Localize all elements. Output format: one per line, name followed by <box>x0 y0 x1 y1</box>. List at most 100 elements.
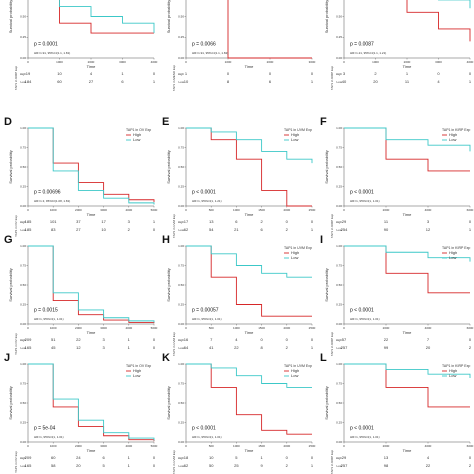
x-tick-label: 2000 <box>75 208 82 212</box>
risk-count: 4 <box>427 455 430 460</box>
x-axis-label: Time <box>245 448 255 453</box>
x-tick-label: 0 <box>343 208 345 212</box>
y-tick-label: 0.00 <box>20 56 26 60</box>
x-tick-label: 0 <box>185 208 187 212</box>
y-axis-label: Survival probability <box>324 268 329 302</box>
y-axis-label: Survival probability <box>166 268 171 302</box>
risk-row-label: Low <box>20 346 26 350</box>
x-tick-label: 4000 <box>125 444 132 448</box>
survival-curve <box>344 127 471 152</box>
y-tick-label: 0.00 <box>178 440 184 444</box>
y-tick-label: 1.00 <box>336 362 342 366</box>
risk-count: 2 <box>286 345 289 350</box>
risk-count: 4 <box>235 337 238 342</box>
y-axis-label: Survival probability <box>324 150 329 184</box>
strata-label: TAP1 in OV Exp <box>14 333 18 355</box>
x-tick-label: 3000 <box>100 326 107 330</box>
risk-count: 1 <box>311 345 314 350</box>
risk-count: 0 <box>260 337 263 342</box>
legend-label: Low <box>291 137 298 142</box>
survival-curve <box>28 245 155 323</box>
risk-count: 10 <box>101 227 106 232</box>
legend-label: Low <box>291 373 298 378</box>
risk-count: 0 <box>286 455 289 460</box>
panel-letter: L <box>320 352 327 364</box>
x-axis-label: Time <box>245 330 255 335</box>
p-value: p = 0.0001 <box>34 41 58 47</box>
x-axis-label: Time <box>87 330 97 335</box>
risk-count: 0 <box>311 219 314 224</box>
strata-label: TAP1 in UVM Exp <box>172 450 176 474</box>
x-tick-label: 0 <box>343 444 345 448</box>
legend-label: Low <box>449 255 456 260</box>
x-tick-label: 2000 <box>383 444 390 448</box>
legend-title: TAP1 in UVM Exp <box>284 246 312 250</box>
y-tick-label: 0.00 <box>336 204 342 208</box>
x-tick-label: 2000 <box>88 60 95 64</box>
risk-count: 1 <box>128 463 131 468</box>
risk-count: 0 <box>227 71 230 76</box>
x-tick-label: 4000 <box>425 444 432 448</box>
y-tick-label: 0.00 <box>178 56 184 60</box>
x-axis-label: Time <box>403 212 413 217</box>
x-tick-label: 2000 <box>75 444 82 448</box>
y-tick-label: 0.75 <box>336 381 342 385</box>
strata-label: TAP1 in OV Exp <box>14 215 18 237</box>
risk-count: 2 <box>260 219 263 224</box>
y-tick-label: 1.00 <box>336 244 342 248</box>
hazard-ratio: HR=1, 95%CI(1, 1.01) <box>192 317 222 321</box>
hazard-ratio: HR=1.21, 95%CI(1.1, 1.21) <box>350 51 386 55</box>
legend-title: TAP1 in OV Exp <box>126 364 151 368</box>
risk-count: 2 <box>469 345 472 350</box>
x-tick-label: 4000 <box>151 60 158 64</box>
hazard-ratio: HR=1.91, 95%CI(1.1, 1.82) <box>192 51 228 55</box>
y-tick-label: 0.75 <box>178 263 184 267</box>
risk-count: 12 <box>76 345 81 350</box>
risk-count: 0 <box>153 71 156 76</box>
x-tick-label: 2500 <box>309 444 316 448</box>
risk-count: 3 <box>128 219 131 224</box>
x-tick-label: 1000 <box>233 326 240 330</box>
risk-count: 37 <box>76 219 81 224</box>
hazard-ratio: HR=1, 95%CI(1, 1.01) <box>34 435 64 439</box>
legend-title: TAP1 in KIRP Exp <box>442 246 470 250</box>
risk-row-label: Low <box>20 464 26 468</box>
y-tick-label: 0.25 <box>20 35 26 39</box>
y-tick-label: 0.50 <box>20 165 26 169</box>
strata-label: TAP1 in KIRP Exp <box>14 66 18 91</box>
p-value: p = 0.0087 <box>350 41 374 47</box>
y-tick-label: 0.25 <box>20 420 26 424</box>
y-tick-label: 0.75 <box>178 145 184 149</box>
legend-title: TAP1 in KIRP Exp <box>442 364 470 368</box>
risk-count: 0 <box>286 337 289 342</box>
legend-label: High <box>291 250 299 255</box>
y-tick-label: 0.50 <box>336 165 342 169</box>
legend-label: High <box>449 132 457 137</box>
risk-count: 20 <box>426 345 431 350</box>
risk-count: 10 <box>184 79 189 84</box>
x-tick-label: 0 <box>27 444 29 448</box>
y-tick-label: 0.00 <box>336 440 342 444</box>
risk-count: 3 <box>427 219 430 224</box>
x-tick-label: 500 <box>209 208 214 212</box>
p-value: p = 0.0066 <box>192 41 216 47</box>
x-tick-label: 4000 <box>125 326 132 330</box>
x-tick-label: 2000 <box>75 326 82 330</box>
y-tick-label: 1.00 <box>20 244 26 248</box>
risk-count: 51 <box>51 337 56 342</box>
risk-row-label: Low <box>20 80 26 84</box>
x-tick-label: 3000 <box>119 60 126 64</box>
panel-letter: D <box>4 116 12 128</box>
panel-letter: F <box>320 116 327 128</box>
risk-count: 6 <box>121 79 124 84</box>
x-tick-label: 4000 <box>125 208 132 212</box>
x-tick-label: 0 <box>185 444 187 448</box>
y-tick-label: 0.00 <box>178 204 184 208</box>
risk-count: 1 <box>153 219 156 224</box>
risk-count: 98 <box>384 463 389 468</box>
risk-count: 12 <box>426 227 431 232</box>
p-value: p < 0.0001 <box>192 189 216 195</box>
panel-letter: G <box>4 234 13 246</box>
risk-count: 7 <box>210 337 213 342</box>
